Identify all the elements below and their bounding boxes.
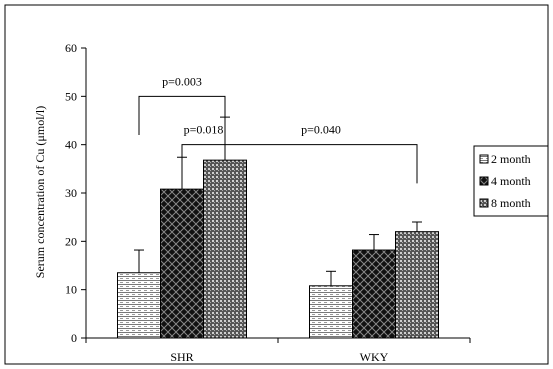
y-tick-label: 50: [65, 89, 77, 103]
y-tick-label: 60: [65, 41, 77, 55]
y-tick-label: 10: [65, 283, 77, 297]
p-value-label: p=0.003: [162, 74, 202, 88]
chart-border: [4, 4, 549, 365]
significance-bracket: [138, 95, 226, 135]
y-tick-label: 0: [71, 331, 77, 345]
y-axis: 0 10 20 30 40 50 60: [65, 41, 87, 345]
bar: [117, 272, 161, 339]
x-category-label: SHR: [170, 350, 193, 364]
legend: 2 month 4 month 8 month: [473, 145, 549, 217]
p-value-label: p=0.018: [184, 123, 224, 137]
significance-bracket: [224, 117, 418, 184]
bar: [309, 285, 353, 339]
bar: [203, 159, 247, 339]
legend-swatch: [479, 198, 489, 208]
legend-label: 4 month: [491, 174, 531, 188]
legend-label: 2 month: [491, 152, 531, 166]
y-tick-label: 20: [65, 234, 77, 248]
bar: [160, 188, 204, 339]
y-tick-label: 30: [65, 186, 77, 200]
y-tick-label: 40: [65, 138, 77, 152]
significance-brackets: p=0.003 p=0.018 p=0.040: [138, 74, 418, 184]
legend-swatch: [479, 154, 489, 164]
legend-label: 8 month: [491, 196, 531, 210]
x-category-label: WKY: [360, 350, 389, 364]
bar: [352, 249, 396, 339]
p-value-label: p=0.040: [301, 123, 341, 137]
bar: [395, 231, 439, 339]
legend-swatch: [479, 176, 489, 186]
x-axis: SHR WKY: [85, 337, 471, 364]
bars: [117, 159, 439, 339]
y-axis-label: Serum concentration of Cu (μmol/l): [33, 106, 47, 278]
